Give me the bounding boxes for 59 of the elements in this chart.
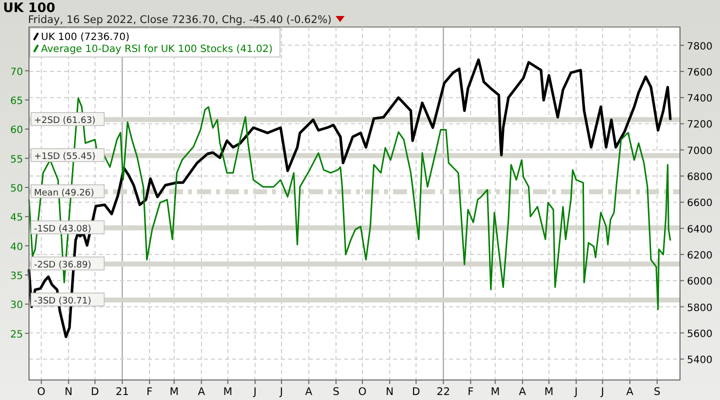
x-tick-label: S: [654, 386, 661, 398]
ref-line-label: -3SD (30.71): [34, 296, 92, 307]
x-tick-label: M: [170, 386, 179, 398]
x-tick-label: F: [468, 386, 474, 398]
y-tick-label: 40: [10, 242, 23, 253]
ref-line-label: +1SD (55.45): [34, 152, 96, 162]
y2-tick-label: 6000: [687, 276, 712, 288]
y2-tick-label: 7800: [687, 41, 712, 52]
x-tick-label: A: [626, 386, 634, 398]
x-tick-label: A: [518, 386, 527, 398]
y-tick-label: 70: [10, 66, 23, 78]
ref-line-label: -1SD (43.08): [34, 224, 92, 234]
x-tick-label: D: [412, 386, 420, 398]
y2-tick-label: 7600: [687, 67, 712, 78]
x-tick-label: S: [332, 386, 340, 398]
y2-tick-label: 5800: [687, 302, 712, 314]
y-tick-label: 60: [10, 125, 23, 136]
x-tick-label: F: [146, 386, 153, 398]
ref-line-label: Mean (49.26): [34, 188, 94, 198]
y2-tick-label: 6400: [687, 224, 712, 236]
x-tick-label: O: [37, 386, 46, 398]
y-tick-label: 25: [10, 329, 23, 340]
x-tick-label: A: [198, 386, 206, 398]
chart-title: UK 100: [3, 1, 56, 16]
y2-tick-label: 5400: [687, 355, 712, 366]
x-tick-label: J: [252, 386, 257, 398]
y2-tick-label: 7400: [687, 94, 712, 105]
legend-label: Average 10-Day RSI for UK 100 Stocks (41.02): [41, 44, 273, 55]
x-tick-label: A: [305, 386, 314, 398]
y2-tick-label: 6200: [687, 250, 712, 262]
x-tick-label: M: [544, 386, 554, 398]
y-tick-label: 30: [10, 300, 23, 312]
ref-line-label: +2SD (61.63): [34, 116, 96, 126]
x-tick-label: 22: [436, 386, 450, 398]
x-tick-label: O: [358, 386, 367, 398]
line-series: [28, 97, 672, 310]
y-tick-label: 35: [10, 270, 23, 282]
x-tick-label: N: [386, 386, 394, 398]
y2-tick-label: 7000: [687, 146, 712, 157]
y2-tick-label: 6600: [687, 198, 712, 210]
x-tick-label: J: [600, 386, 604, 398]
x-tick-label: M: [490, 386, 500, 398]
y-tick-label: 65: [10, 96, 23, 107]
line-series: [28, 58, 672, 338]
y-tick-label: 50: [10, 183, 23, 194]
chart-subtitle: Friday, 16 Sep 2022, Close 7236.70, Chg. -45.40 (-0.62%): [28, 14, 332, 26]
ref-line-label: -2SD (36.89): [34, 260, 92, 270]
y-tick-label: 55: [10, 154, 23, 166]
x-tick-label: J: [574, 386, 578, 398]
y-tick-label: 45: [10, 212, 23, 224]
x-tick-label: 21: [116, 386, 129, 398]
x-tick-label: D: [90, 386, 100, 398]
x-tick-label: N: [64, 386, 73, 398]
y2-tick-label: 6800: [687, 172, 712, 184]
y2-tick-label: 5600: [687, 328, 712, 340]
y2-tick-label: 7200: [687, 120, 712, 131]
legend-label: UK 100 (7236.70): [41, 32, 130, 43]
x-tick-label: J: [278, 386, 284, 398]
x-tick-label: M: [223, 386, 232, 398]
